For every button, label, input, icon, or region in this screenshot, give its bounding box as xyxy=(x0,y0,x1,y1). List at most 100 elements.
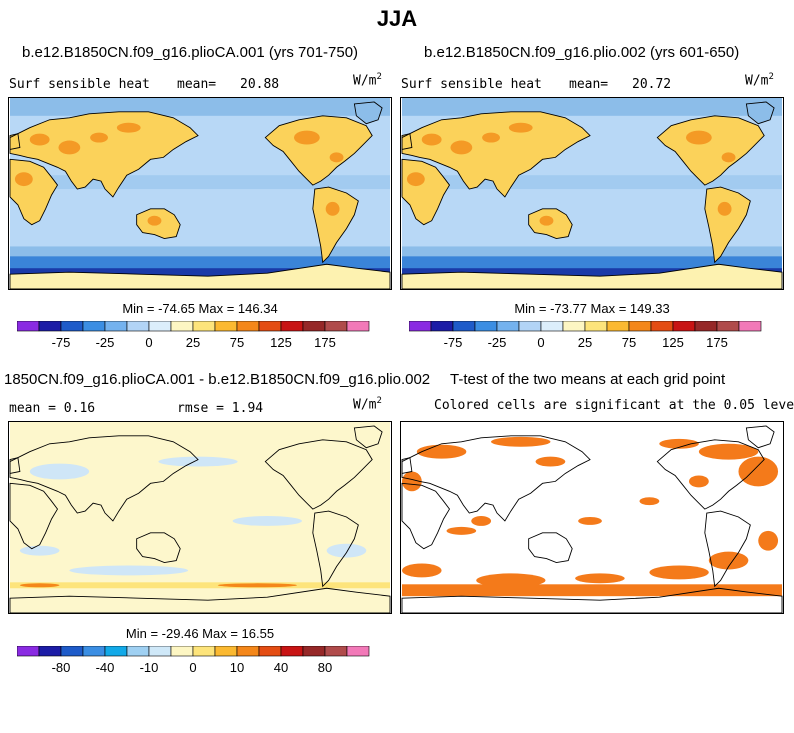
hotspot xyxy=(116,122,141,133)
coastline-australia xyxy=(528,532,573,563)
panel-1-variable: Surf sensible heat xyxy=(9,77,150,92)
colorbar-1-swatch xyxy=(302,321,326,332)
colorbar-2-swatch xyxy=(672,321,696,332)
significant-region xyxy=(416,444,467,459)
colorbar-3-swatch xyxy=(170,646,194,657)
land-fill-antarctica xyxy=(401,264,783,289)
coastline-africa xyxy=(401,158,451,226)
hotspot xyxy=(14,172,33,187)
colorbar-1-swatch xyxy=(82,321,106,332)
panel-1-map xyxy=(8,97,392,290)
coastline-greenland xyxy=(353,101,383,125)
colorbar-2-swatch xyxy=(496,321,520,332)
colorbar-3-swatch xyxy=(236,646,260,657)
diff-negative-region xyxy=(19,545,60,556)
land-fill-europeL xyxy=(9,133,20,150)
colorbar-1-label: 0 xyxy=(145,335,152,350)
land-fill-eurasia xyxy=(9,111,199,197)
land-fill-europeL xyxy=(401,133,412,150)
significant-region xyxy=(535,456,566,467)
hotspot xyxy=(90,132,108,143)
coastline-eurasia xyxy=(401,435,591,522)
coastline-europeL xyxy=(401,133,413,151)
colorbar-3-swatch xyxy=(60,646,84,657)
coastline-antarctica xyxy=(401,263,783,289)
colorbar-3: -80 -40 -10 0 10 40 80 xyxy=(17,646,370,675)
colorbar-2-swatch xyxy=(474,321,498,332)
diff-negative-region xyxy=(158,456,238,467)
panel-3-units: W/m2 xyxy=(353,396,382,413)
colorbar-3-swatch xyxy=(17,646,40,657)
land-fill-eurasia xyxy=(401,111,591,197)
coastline-europeL xyxy=(401,457,413,475)
diff-negative-region xyxy=(69,565,189,576)
coastline-africa xyxy=(9,482,59,550)
coastline-africa xyxy=(9,158,59,226)
colorbar-1-swatch xyxy=(60,321,84,332)
coastline-greenland xyxy=(353,425,383,449)
colorbar-1-swatch xyxy=(38,321,62,332)
colorbar-1-swatch xyxy=(324,321,348,332)
colorbar-3-swatch xyxy=(82,646,106,657)
colorbar-2-label: -25 xyxy=(488,335,507,350)
coastline-australia xyxy=(136,208,181,239)
colorbar-3-label: 10 xyxy=(230,660,244,675)
land-fill-na xyxy=(265,115,373,186)
colorbar-3-label: 40 xyxy=(274,660,288,675)
coastline-eurasia xyxy=(401,111,591,198)
panel-4-subtitle: Colored cells are significant at the 0.0… xyxy=(434,398,794,413)
coastline-europeL xyxy=(9,457,21,475)
colorbar-1-label: 25 xyxy=(186,335,200,350)
colorbar-3-label: -40 xyxy=(96,660,115,675)
colorbar-3-swatch xyxy=(192,646,216,657)
land-fill-sa xyxy=(704,187,751,263)
coastline-greenland xyxy=(745,101,775,125)
diff-positive-streak xyxy=(19,583,60,588)
coastline-antarctica xyxy=(9,263,391,289)
panel-1-mean-label: mean= xyxy=(177,77,217,92)
colorbar-2-label: -75 xyxy=(444,335,463,350)
colorbar-2-swatch xyxy=(409,321,432,332)
panel-3-map xyxy=(8,421,392,614)
hotspot xyxy=(325,201,340,216)
significant-region xyxy=(491,436,551,447)
southern-band xyxy=(401,256,783,273)
colorbar-2-swatch xyxy=(562,321,586,332)
hotspot xyxy=(508,122,533,133)
panel-1-title: b.e12.B1850CN.f09_g16.plioCA.001 (yrs 70… xyxy=(22,44,359,61)
panel-1-units: W/m2 xyxy=(353,72,382,89)
colorbar-2-swatch xyxy=(518,321,542,332)
colorbar-1-swatch xyxy=(126,321,150,332)
colorbar-2-swatch xyxy=(650,321,674,332)
colorbar-3-swatch xyxy=(302,646,326,657)
hotspot xyxy=(686,130,712,145)
coastline-africa xyxy=(401,482,451,550)
diff-negative-region xyxy=(29,463,90,480)
colorbar-2: -75 -25 0 25 75 125 175 xyxy=(409,321,762,350)
colorbar-1-label: 175 xyxy=(314,335,336,350)
coastline-australia xyxy=(136,532,181,563)
colorbar-3-swatch xyxy=(38,646,62,657)
land-fill-antarctica xyxy=(9,264,391,289)
hotspot xyxy=(406,172,425,187)
colorbar-2-label: 75 xyxy=(622,335,636,350)
significant-region xyxy=(401,471,422,492)
colorbar-3-swatch xyxy=(126,646,150,657)
colorbar-3-swatch xyxy=(258,646,282,657)
land-fill-sa xyxy=(312,187,359,263)
colorbar-1-swatch xyxy=(192,321,216,332)
coastline-europeL xyxy=(9,133,21,151)
coastline-na xyxy=(264,439,373,510)
diff-negative-region xyxy=(232,516,302,526)
colorbar-3-label: 0 xyxy=(189,660,196,675)
significant-region xyxy=(471,516,492,526)
panel-3-minmax: Min = -29.46 Max = 16.55 xyxy=(125,626,275,641)
significant-region xyxy=(578,517,602,525)
hotspot xyxy=(58,140,81,155)
colorbar-2-swatch xyxy=(716,321,740,332)
colorbar-3-label: -10 xyxy=(140,660,159,675)
colorbar-2-label: 0 xyxy=(537,335,544,350)
coastline-antarctica xyxy=(9,587,391,613)
figure-title: JJA xyxy=(376,6,418,31)
colorbar-3-swatch xyxy=(346,646,370,657)
